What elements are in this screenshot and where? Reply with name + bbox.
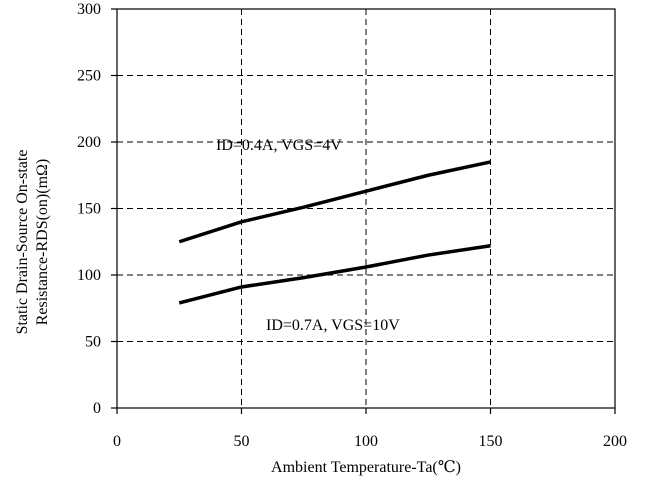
y-tick-label-0: 0 <box>93 400 101 417</box>
annotation-id-0-7a: ID=0.7A, VGS=10V <box>266 317 400 334</box>
series-line-1 <box>178 244 491 305</box>
x-tick-label-0: 0 <box>113 433 121 450</box>
y-tick-label-3: 150 <box>77 201 101 218</box>
x-axis-ticks: 0 50 100 150 200 <box>113 408 627 450</box>
annotation-id-0-4a: ID=0.4A, VGS=4V <box>216 137 342 154</box>
x-axis-title: Ambient Temperature-Ta(℃) <box>271 459 461 476</box>
x-tick-label-3: 150 <box>479 433 503 450</box>
series-line-0 <box>178 160 491 244</box>
series-group <box>178 160 491 305</box>
y-axis-title-line-2: Resistance-RDS(on)(mΩ) <box>34 159 51 326</box>
x-tick-label-2: 100 <box>354 433 378 450</box>
x-tick-label-4: 200 <box>603 433 627 450</box>
y-axis-ticks: 0 50 100 150 200 250 300 <box>77 1 117 417</box>
y-tick-label-4: 200 <box>77 134 101 151</box>
y-tick-label-1: 50 <box>85 334 101 351</box>
grid <box>117 9 615 408</box>
y-tick-label-2: 100 <box>77 267 101 284</box>
y-tick-label-5: 250 <box>77 68 101 85</box>
x-tick-label-1: 50 <box>234 433 250 450</box>
y-axis-title-line-1: Static Drain-Source On-state <box>14 150 31 335</box>
y-tick-label-6: 300 <box>77 1 101 18</box>
